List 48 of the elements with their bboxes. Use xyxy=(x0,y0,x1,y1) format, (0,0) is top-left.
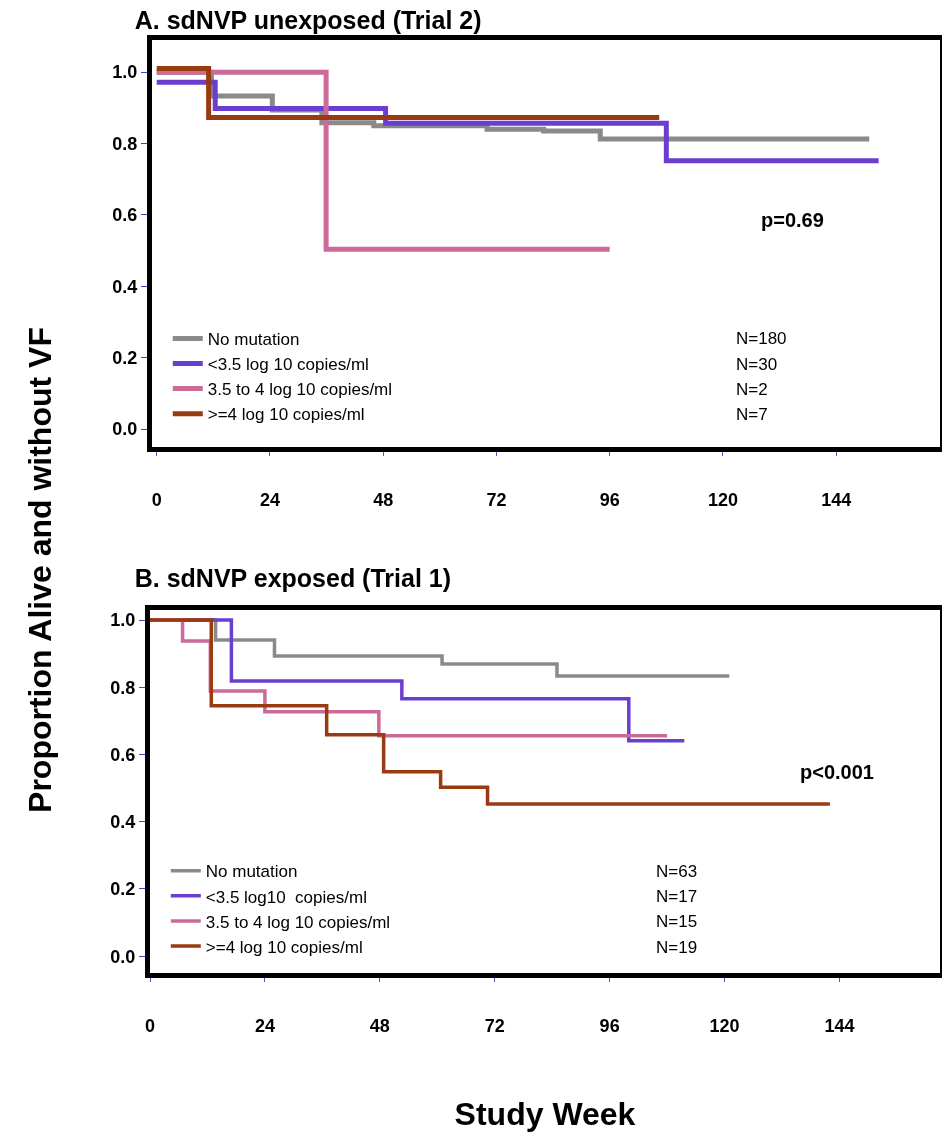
x-tick-label: 48 xyxy=(369,1015,390,1036)
y-tick-label: 0.2 xyxy=(110,879,136,900)
x-tick-label: 120 xyxy=(707,489,738,510)
legend-label: 3.5 to 4 log 10 copies/ml xyxy=(207,380,393,400)
x-tick-label: 72 xyxy=(484,1015,505,1036)
x-tick-label: 72 xyxy=(486,489,507,510)
y-tick-label: 0.4 xyxy=(110,812,136,833)
annotation: N=30 xyxy=(736,355,778,374)
annotation: p<0.001 xyxy=(800,761,874,783)
x-axis-title: Study Week xyxy=(454,1096,636,1133)
annotation: p=0.69 xyxy=(761,209,824,231)
legend-label: No mutation xyxy=(207,330,300,350)
annotation: N=15 xyxy=(656,912,698,931)
legend-label: >=4 log 10 copies/ml xyxy=(207,405,365,425)
y-tick-label: 0.4 xyxy=(112,276,138,297)
legend-label: >=4 log 10 copies/ml xyxy=(205,937,363,957)
x-tick-label: 48 xyxy=(373,489,394,510)
chart-title: B. sdNVP exposed (Trial 1) xyxy=(134,563,452,592)
x-tick-label: 120 xyxy=(709,1015,740,1036)
x-tick-label: 0 xyxy=(144,1015,156,1036)
annotation: N=180 xyxy=(736,329,787,348)
legend-label: <3.5 log10 copies/ml xyxy=(205,887,367,907)
y-tick-label: 0.8 xyxy=(112,133,138,154)
annotation: N=2 xyxy=(736,380,768,399)
y-tick-label: 0.6 xyxy=(110,744,136,765)
x-tick-label: 96 xyxy=(599,1015,620,1036)
y-tick-label: 1.0 xyxy=(112,62,138,83)
y-axis-title: Proportion Alive and without VF xyxy=(21,327,59,813)
y-tick-label: 0.0 xyxy=(110,946,136,967)
x-tick-label: 0 xyxy=(151,489,162,510)
annotation: N=7 xyxy=(736,405,768,424)
annotation: N=63 xyxy=(656,862,698,881)
y-tick-label: 0.6 xyxy=(112,205,138,226)
x-tick-label: 144 xyxy=(821,489,852,510)
y-tick-label: 1.0 xyxy=(110,610,136,631)
annotation: N=19 xyxy=(656,938,698,957)
legend-label: No mutation xyxy=(205,862,298,882)
chart-title: A. sdNVP unexposed (Trial 2) xyxy=(134,5,482,34)
x-tick-label: 144 xyxy=(824,1015,855,1036)
x-tick-label: 24 xyxy=(254,1015,275,1036)
y-tick-label: 0.2 xyxy=(112,348,138,369)
legend-label: <3.5 log 10 copies/ml xyxy=(207,355,369,375)
legend-label: 3.5 to 4 log 10 copies/ml xyxy=(205,912,391,932)
y-tick-label: 0.8 xyxy=(110,677,136,698)
x-tick-label: 96 xyxy=(599,489,620,510)
annotation: N=17 xyxy=(656,887,698,906)
x-tick-label: 24 xyxy=(259,489,280,510)
y-tick-label: 0.0 xyxy=(112,419,138,440)
